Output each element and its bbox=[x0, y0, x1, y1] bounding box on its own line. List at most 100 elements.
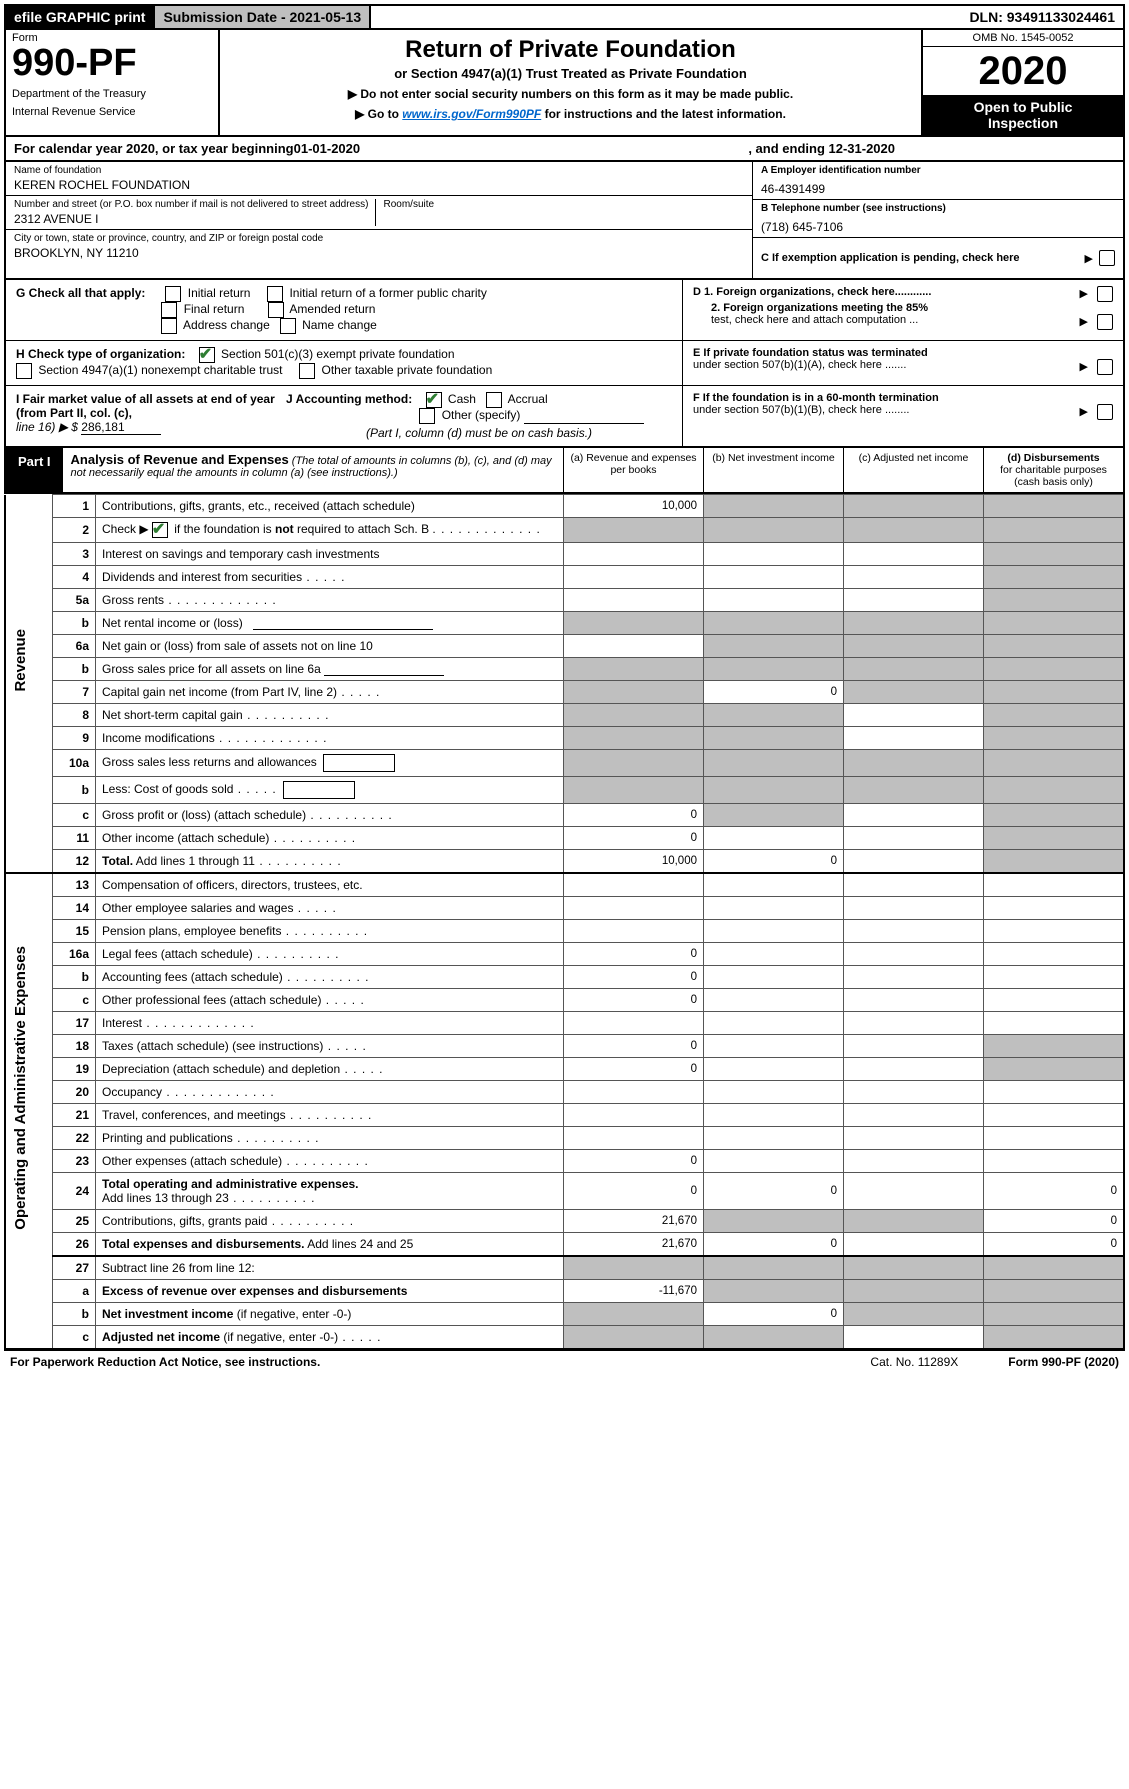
other-method-checkbox[interactable] bbox=[419, 408, 435, 424]
table-row: Operating and Administrative Expenses 13… bbox=[5, 873, 1124, 897]
line2-not: not bbox=[275, 522, 294, 536]
check-section: G Check all that apply: Initial return I… bbox=[4, 280, 1125, 448]
ein-label: A Employer identification number bbox=[761, 165, 1115, 176]
cash-checkbox[interactable] bbox=[426, 392, 442, 408]
line11-desc: Other income (attach schedule) bbox=[96, 827, 564, 850]
line7-b: 0 bbox=[704, 681, 844, 704]
cal-end-wrap: , and ending 12-31-2020 bbox=[748, 141, 895, 156]
dept-treasury: Department of the Treasury bbox=[12, 88, 212, 100]
initial-return-label: Initial return bbox=[188, 286, 251, 300]
line2-mid: if the foundation is bbox=[174, 522, 275, 536]
line19-a: 0 bbox=[564, 1058, 704, 1081]
entity-info: Name of foundation KEREN ROCHEL FOUNDATI… bbox=[4, 162, 1125, 280]
g-label: G Check all that apply: bbox=[16, 286, 145, 300]
room-label: Room/suite bbox=[384, 199, 745, 210]
addr-label: Number and street (or P.O. box number if… bbox=[14, 199, 375, 210]
goto-post: for instructions and the latest informat… bbox=[541, 107, 786, 121]
line10b-desc: Less: Cost of goods sold bbox=[96, 777, 564, 804]
irs-link[interactable]: www.irs.gov/Form990PF bbox=[402, 107, 541, 121]
street-cell: Number and street (or P.O. box number if… bbox=[14, 199, 375, 226]
other-specify-line bbox=[524, 423, 644, 424]
d2-checkbox[interactable] bbox=[1097, 314, 1113, 330]
efile-print-btn[interactable]: efile GRAPHIC print bbox=[6, 6, 155, 28]
line12-desc: Total. Add lines 1 through 11 bbox=[96, 850, 564, 874]
line15-desc: Pension plans, employee benefits bbox=[96, 920, 564, 943]
table-row: 3Interest on savings and temporary cash … bbox=[5, 543, 1124, 566]
open-line2: Inspection bbox=[927, 115, 1119, 131]
line16b-desc: Accounting fees (attach schedule) bbox=[96, 966, 564, 989]
table-row: bLess: Cost of goods sold bbox=[5, 777, 1124, 804]
line10c-a: 0 bbox=[564, 804, 704, 827]
line3-desc: Interest on savings and temporary cash i… bbox=[96, 543, 564, 566]
c-pending-checkbox[interactable] bbox=[1099, 250, 1115, 266]
header-center: Return of Private Foundation or Section … bbox=[220, 30, 921, 135]
phone-label: B Telephone number (see instructions) bbox=[761, 203, 1115, 214]
initial-return-checkbox[interactable] bbox=[165, 286, 181, 302]
amended-return-checkbox[interactable] bbox=[268, 302, 284, 318]
sch-b-checkbox[interactable] bbox=[152, 522, 168, 538]
line12-a: 10,000 bbox=[564, 850, 704, 874]
i-label: I Fair market value of all assets at end… bbox=[16, 392, 275, 420]
other-method-label: Other (specify) bbox=[442, 408, 521, 422]
foundation-name-cell: Name of foundation KEREN ROCHEL FOUNDATI… bbox=[6, 162, 752, 195]
line17-desc: Interest bbox=[96, 1012, 564, 1035]
line8-desc: Net short-term capital gain bbox=[96, 704, 564, 727]
city-cell: City or town, state or province, country… bbox=[6, 229, 752, 263]
line9-desc: Income modifications bbox=[96, 727, 564, 750]
line27a-desc: Excess of revenue over expenses and disb… bbox=[96, 1280, 564, 1303]
line26-desc: Total expenses and disbursements. Add li… bbox=[96, 1233, 564, 1257]
line5a-desc: Gross rents bbox=[96, 589, 564, 612]
table-row: Revenue 1 Contributions, gifts, grants, … bbox=[5, 495, 1124, 518]
i-j-row: I Fair market value of all assets at end… bbox=[6, 386, 682, 446]
other-taxable-checkbox[interactable] bbox=[299, 363, 315, 379]
form-990pf: 990-PF bbox=[12, 44, 212, 82]
initial-former-checkbox[interactable] bbox=[267, 286, 283, 302]
address-change-checkbox[interactable] bbox=[161, 318, 177, 334]
cal-mid: , and ending bbox=[748, 141, 828, 156]
h-checks: H Check type of organization: Section 50… bbox=[6, 341, 682, 385]
table-row: 6aNet gain or (loss) from sale of assets… bbox=[5, 635, 1124, 658]
line26-a: 21,670 bbox=[564, 1233, 704, 1257]
table-row: 16aLegal fees (attach schedule)0 bbox=[5, 943, 1124, 966]
table-row: 5aGross rents bbox=[5, 589, 1124, 612]
accrual-checkbox[interactable] bbox=[486, 392, 502, 408]
phone-cell: B Telephone number (see instructions) (7… bbox=[753, 199, 1123, 237]
name-change-checkbox[interactable] bbox=[280, 318, 296, 334]
e-checkbox[interactable] bbox=[1097, 359, 1113, 375]
table-row: 19Depreciation (attach schedule) and dep… bbox=[5, 1058, 1124, 1081]
footer-left: For Paperwork Reduction Act Notice, see … bbox=[10, 1355, 320, 1369]
ein: 46-4391499 bbox=[761, 182, 1115, 196]
d1-checkbox[interactable] bbox=[1097, 286, 1113, 302]
entity-right: A Employer identification number 46-4391… bbox=[752, 162, 1123, 278]
table-row: cOther professional fees (attach schedul… bbox=[5, 989, 1124, 1012]
other-taxable-label: Other taxable private foundation bbox=[322, 363, 493, 377]
line21-desc: Travel, conferences, and meetings bbox=[96, 1104, 564, 1127]
dln: DLN: 93491133024461 bbox=[961, 6, 1123, 28]
table-row: bNet rental income or (loss) bbox=[5, 612, 1124, 635]
line18-desc: Taxes (attach schedule) (see instruction… bbox=[96, 1035, 564, 1058]
d2a-label: 2. Foreign organizations meeting the 85% bbox=[711, 302, 928, 314]
f1-label: F If the foundation is in a 60-month ter… bbox=[693, 392, 939, 404]
line2-post: required to attach Sch. B bbox=[294, 522, 429, 536]
line4-desc: Dividends and interest from securities bbox=[96, 566, 564, 589]
table-row: 21Travel, conferences, and meetings bbox=[5, 1104, 1124, 1127]
final-return-checkbox[interactable] bbox=[161, 302, 177, 318]
line16a-desc: Legal fees (attach schedule) bbox=[96, 943, 564, 966]
i-fmv-value: 286,181 bbox=[81, 420, 161, 435]
line26-d: 0 bbox=[984, 1233, 1125, 1257]
j-accounting: J Accounting method: Cash Accrual Other … bbox=[276, 392, 672, 440]
line1-desc: Contributions, gifts, grants, etc., rece… bbox=[96, 495, 564, 518]
accrual-label: Accrual bbox=[508, 392, 548, 406]
4947-label: Section 4947(a)(1) nonexempt charitable … bbox=[38, 363, 282, 377]
line12-b: 0 bbox=[704, 850, 844, 874]
line19-desc: Depreciation (attach schedule) and deple… bbox=[96, 1058, 564, 1081]
501c3-checkbox[interactable] bbox=[199, 347, 215, 363]
4947-checkbox[interactable] bbox=[16, 363, 32, 379]
open-line1: Open to Public bbox=[927, 99, 1119, 115]
f-checkbox[interactable] bbox=[1097, 404, 1113, 420]
line16c-desc: Other professional fees (attach schedule… bbox=[96, 989, 564, 1012]
name-label: Name of foundation bbox=[14, 165, 744, 176]
c-pending-cell: C If exemption application is pending, c… bbox=[753, 237, 1123, 278]
table-row: 2 Check ▶ if the foundation is not requi… bbox=[5, 518, 1124, 543]
foundation-name: KEREN ROCHEL FOUNDATION bbox=[14, 178, 744, 192]
